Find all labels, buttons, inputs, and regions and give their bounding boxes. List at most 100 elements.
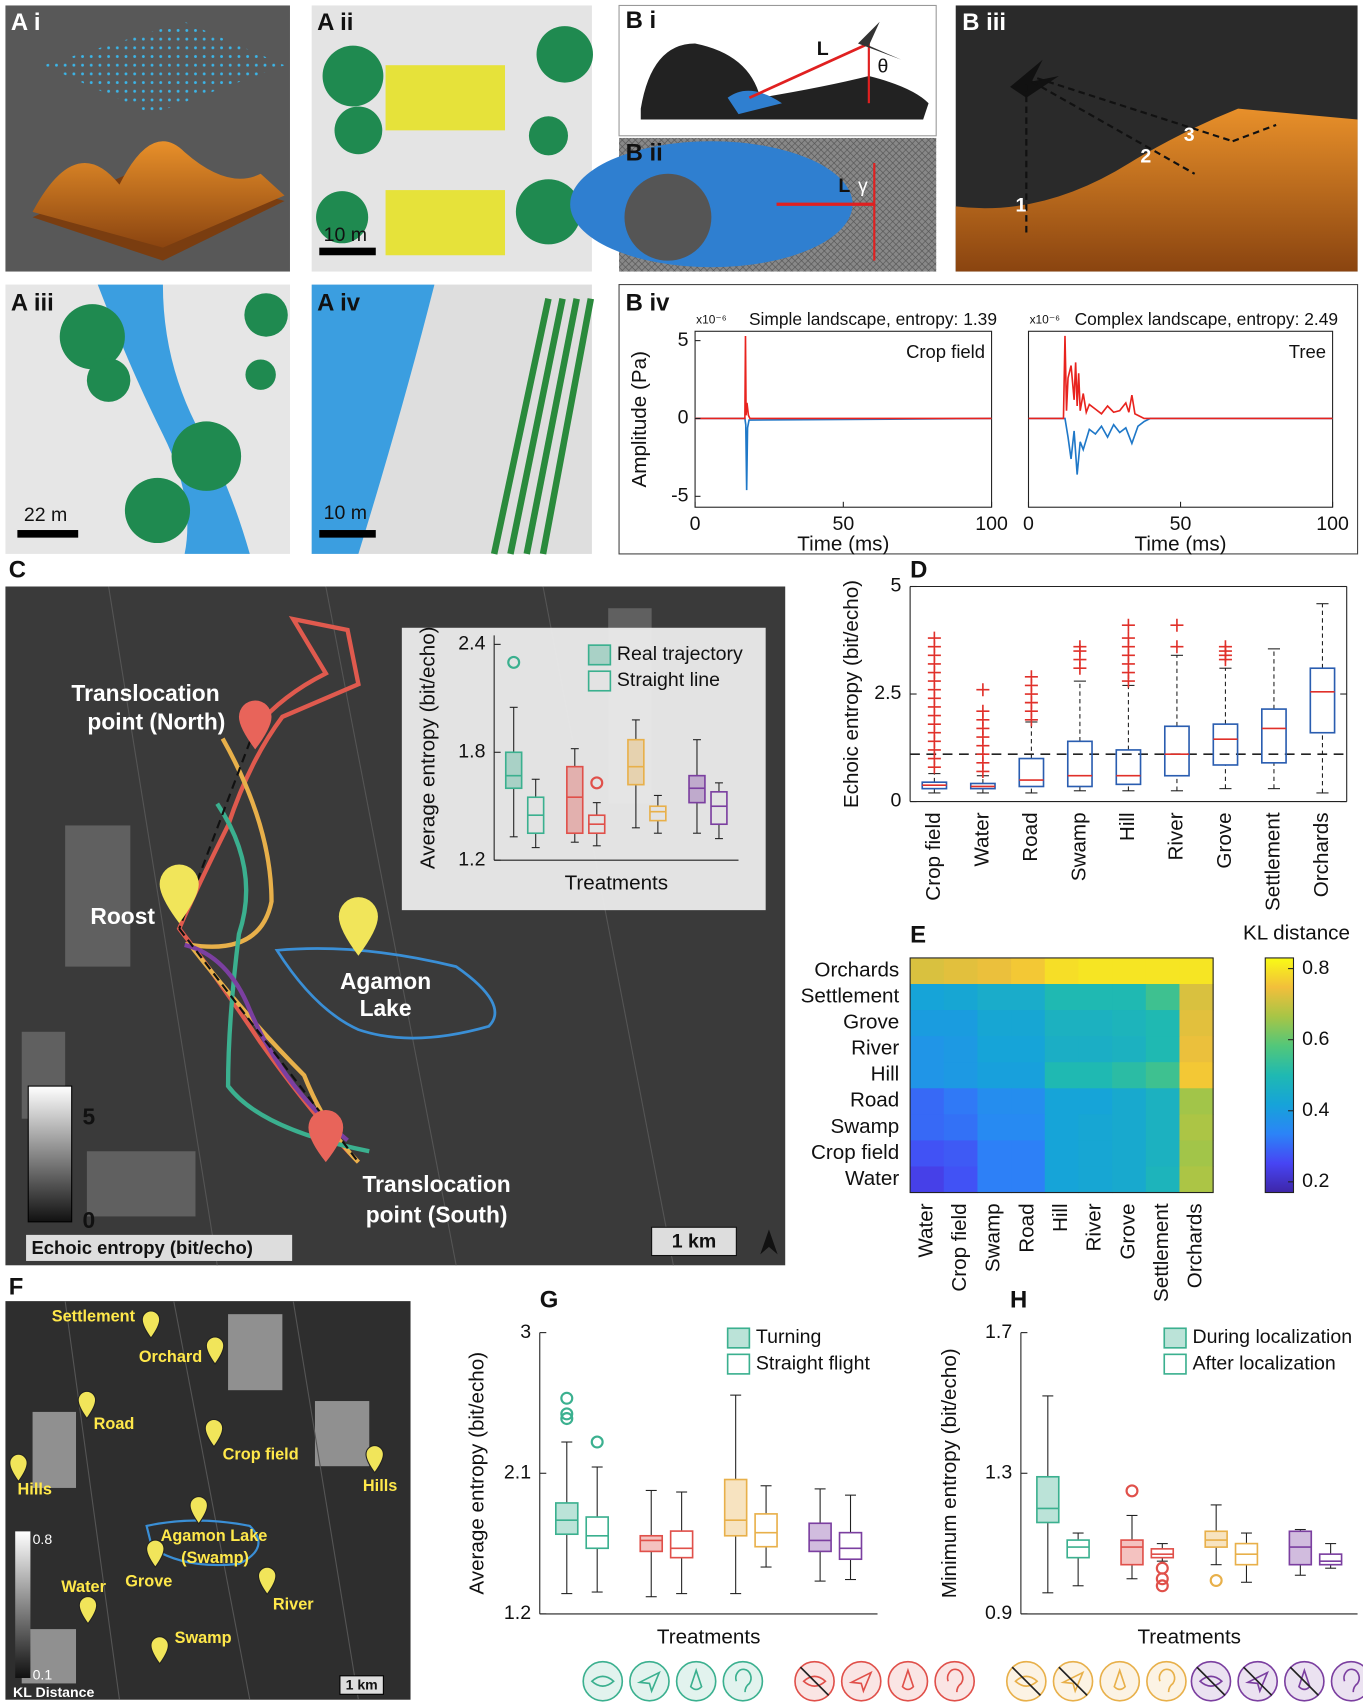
map-label: Translocation	[362, 1171, 510, 1197]
map-label: Roost	[90, 903, 155, 929]
y-tick-label: 1.3	[985, 1461, 1012, 1483]
heatmap-cell	[1011, 1166, 1046, 1194]
x-tick-label: 50	[1170, 513, 1192, 535]
treatment-icon	[722, 1660, 764, 1702]
treatment-glyph	[946, 1668, 964, 1693]
y-axis-label: Echoic entropy (bit/echo)	[840, 580, 863, 808]
heatmap-cell	[943, 1114, 978, 1141]
y-tick-label: 0	[678, 407, 689, 429]
x-tick-label: 100	[975, 513, 1008, 535]
y-tick-label: 5	[678, 329, 689, 351]
box	[504, 751, 523, 790]
box	[649, 805, 667, 822]
exponent: x10⁻⁶	[696, 313, 727, 327]
x-tick-label: Road	[1019, 812, 1042, 861]
y-tick-label: Swamp	[830, 1115, 899, 1138]
box	[723, 1478, 748, 1537]
panel-label: A iii	[11, 289, 54, 316]
treatment-glyph	[1343, 1668, 1360, 1693]
box	[669, 1530, 694, 1559]
y-tick-label: Water	[845, 1167, 899, 1190]
x-axis-label: Time (ms)	[1135, 533, 1227, 556]
heatmap-cell	[1011, 983, 1046, 1011]
heatmap-cell	[910, 1166, 945, 1194]
treatment-glyph	[735, 1668, 752, 1693]
heatmap-cell	[1044, 1062, 1079, 1089]
treatment-icon	[582, 1660, 624, 1702]
heatmap-cell	[1112, 1036, 1147, 1063]
heatmap-cell	[1078, 1114, 1113, 1141]
colorbar-label: 5	[83, 1104, 96, 1130]
heatmap-cell	[910, 957, 945, 985]
place-label: Settlement	[52, 1308, 136, 1326]
heatmap-cell	[1145, 1062, 1180, 1089]
heatmap-cell	[977, 1166, 1012, 1194]
colorbar-tick-label: 0.4	[1302, 1099, 1329, 1121]
heatmap-cell	[1145, 1036, 1180, 1063]
box	[1212, 723, 1239, 766]
y-tick-label: 1.2	[458, 848, 485, 870]
outlier	[1218, 640, 1232, 654]
annotation: Tree	[1289, 341, 1326, 362]
map-label: point (South)	[366, 1201, 508, 1227]
place-label: Swamp	[175, 1629, 232, 1647]
x-tick-label: Road	[1015, 1203, 1038, 1252]
panel-label: C	[9, 557, 26, 584]
heatmap-cell	[1112, 983, 1147, 1011]
x-tick-label: 100	[1316, 513, 1349, 535]
y-tick-label: 1.8	[458, 740, 485, 762]
heatmap-cell	[943, 1140, 978, 1167]
treatment-cross	[1058, 1666, 1088, 1696]
heatmap-cell	[1011, 1140, 1046, 1167]
panel-label: F	[9, 1273, 24, 1300]
y-tick-label: 0.9	[985, 1602, 1012, 1624]
outlier	[927, 631, 941, 645]
heatmap-cell	[1011, 1062, 1046, 1089]
box	[754, 1513, 778, 1548]
heatmap-cell	[1179, 1114, 1214, 1141]
y-tick-label: 1.7	[985, 1321, 1012, 1343]
treatment-icon	[1146, 1660, 1187, 1702]
y-tick-label: 2.4	[458, 633, 485, 655]
y-tick-label: 0	[891, 790, 902, 812]
symbol: γ	[858, 175, 868, 197]
y-axis-label: Amplitude (Pa)	[628, 351, 651, 487]
box	[554, 1502, 579, 1536]
heatmap-cell	[1112, 1062, 1147, 1089]
heatmap-cell	[943, 983, 978, 1011]
box	[1066, 1539, 1090, 1559]
symbol: θ	[878, 56, 889, 78]
symbol: L	[817, 38, 829, 60]
place-label: Grove	[125, 1573, 172, 1591]
treatment-cross	[1289, 1666, 1320, 1696]
heatmap-cell	[1145, 983, 1180, 1011]
colorbar-tick-label: 0.8	[1302, 957, 1329, 979]
legend-label: Straight line	[617, 669, 720, 691]
panel-a-iii: A iii 22 m	[5, 284, 290, 554]
place-label: Water	[61, 1578, 106, 1596]
panel-label: H	[1010, 1286, 1027, 1313]
place-label: Hills	[18, 1480, 52, 1498]
heatmap-cell	[1179, 957, 1214, 985]
heatmap-cell	[1078, 1010, 1113, 1037]
outlier	[590, 776, 604, 790]
y-axis-label: Average entropy (bit/echo)	[416, 626, 439, 869]
heatmap-cell	[1044, 1114, 1079, 1141]
x-tick-label: Orchards	[1184, 1203, 1207, 1288]
heatmap-cell	[1145, 1140, 1180, 1167]
heatmap-cell	[1011, 957, 1046, 985]
heatmap-cell	[977, 1114, 1012, 1141]
panel-label: B iii	[962, 9, 1006, 36]
box	[1150, 1548, 1175, 1559]
place-label: (Swamp)	[181, 1549, 249, 1567]
heatmap-cell	[977, 1088, 1012, 1115]
y-tick-label: Settlement	[801, 984, 900, 1007]
y-tick-label: -5	[671, 484, 689, 506]
heatmap-cell	[1011, 1114, 1046, 1141]
heatmap-cell	[1044, 1088, 1079, 1115]
heatmap-cell	[910, 1036, 945, 1063]
colorbar-label: 0.1	[33, 1667, 53, 1683]
place-label: Road	[94, 1415, 135, 1433]
x-axis-label: Time (ms)	[797, 533, 889, 556]
panel-b-i: B i L θ	[618, 4, 937, 137]
